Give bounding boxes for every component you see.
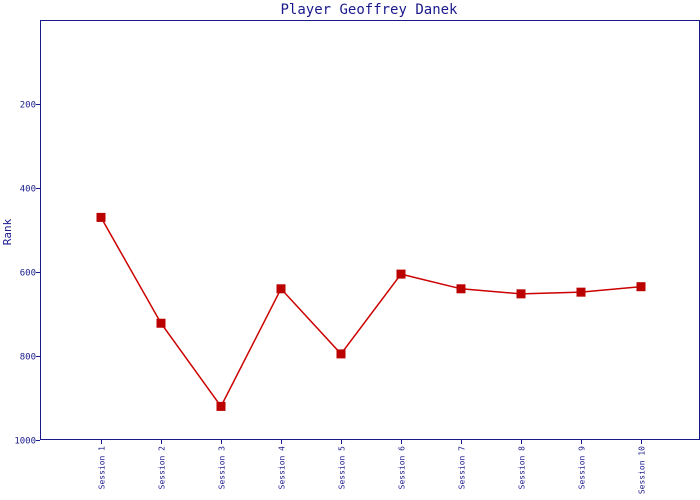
chart-title: Player Geoffrey Danek — [280, 2, 458, 18]
x-tick-label: Session 2 — [158, 446, 167, 490]
data-point-marker — [576, 287, 586, 297]
x-tick-label: Session 4 — [278, 446, 287, 490]
x-tick-label: Session 10 — [638, 446, 647, 494]
series-line — [100, 217, 642, 408]
y-tick-label: 800 — [20, 353, 36, 363]
x-tick-label: Session 6 — [398, 446, 407, 490]
y-tick-label: 600 — [20, 269, 36, 279]
data-point-marker — [516, 289, 526, 299]
data-point-marker — [636, 282, 646, 292]
x-tick-label: Session 7 — [458, 446, 467, 490]
y-tick-label: 400 — [20, 185, 36, 195]
y-axis-label: Rank — [1, 218, 14, 245]
x-tick-label: Session 9 — [578, 446, 587, 490]
data-point-marker — [156, 318, 166, 328]
y-tick-label: 1000 — [14, 437, 36, 447]
data-point-marker — [456, 284, 466, 294]
y-axis: 200 400 600 800 1000 — [14, 101, 40, 447]
data-point-marker — [396, 269, 406, 279]
x-tick-label: Session 5 — [338, 446, 347, 490]
plot-area — [40, 20, 700, 440]
data-point-marker — [216, 401, 226, 411]
data-point-marker — [336, 349, 346, 359]
series-group — [96, 212, 646, 411]
data-point-marker — [276, 284, 286, 294]
x-tick-label: Session 3 — [218, 446, 227, 490]
y-tick-label: 200 — [20, 101, 36, 111]
x-axis: Session 1 Session 2 Session 3 Session 4 Sess… — [98, 440, 647, 494]
x-tick-label: Session 8 — [518, 446, 527, 490]
data-point-marker — [96, 212, 106, 222]
x-tick-label: Session 1 — [98, 446, 107, 490]
